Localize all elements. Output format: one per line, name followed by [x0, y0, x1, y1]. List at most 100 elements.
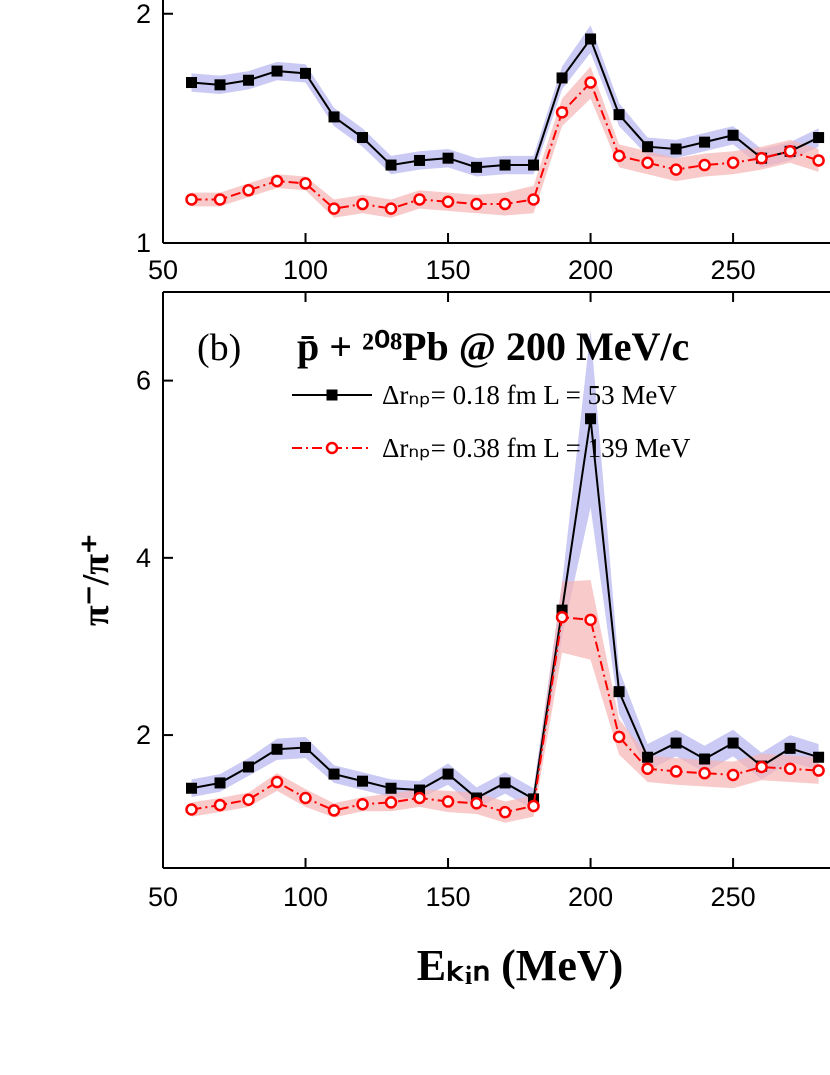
marker	[213, 193, 227, 206]
marker	[698, 766, 711, 780]
marker	[442, 152, 454, 164]
series-line	[191, 36, 820, 169]
marker	[498, 197, 512, 211]
marker	[642, 751, 654, 763]
marker	[527, 799, 540, 813]
y-axis-label: π⁻/π⁺	[75, 534, 117, 626]
marker	[470, 197, 483, 211]
marker	[271, 743, 283, 755]
marker	[243, 74, 255, 86]
marker	[699, 136, 711, 148]
x-tick-label: 100	[283, 255, 328, 285]
marker	[413, 193, 426, 206]
x-tick-label: 150	[426, 882, 471, 912]
marker	[271, 65, 283, 77]
marker	[727, 129, 739, 141]
marker	[498, 805, 512, 819]
marker	[528, 793, 540, 805]
marker	[299, 791, 312, 805]
marker	[385, 159, 397, 171]
marker	[783, 762, 797, 776]
marker	[356, 797, 369, 811]
marker	[612, 149, 626, 163]
x-axis-label: Eₖᵢₙ (MeV)	[417, 941, 624, 990]
y-tick-label: 6	[136, 366, 151, 396]
marker	[612, 730, 626, 744]
y-tick-label: 4	[136, 543, 151, 573]
marker	[755, 760, 768, 774]
marker	[812, 764, 825, 777]
marker	[670, 143, 682, 155]
marker	[270, 174, 284, 188]
legend-label: Δrₙₚ= 0.38 fm L = 139 MeV	[382, 433, 691, 463]
marker	[670, 737, 682, 749]
marker	[270, 775, 284, 789]
x-tick-label: 200	[568, 882, 613, 912]
marker	[471, 161, 483, 173]
panel-label: (b)	[197, 327, 241, 369]
x-tick-label: 150	[426, 255, 471, 285]
marker	[613, 686, 625, 698]
marker	[357, 775, 369, 787]
marker	[527, 193, 540, 206]
marker	[385, 782, 397, 794]
marker	[499, 159, 511, 171]
marker	[300, 67, 312, 79]
marker	[813, 751, 825, 763]
marker	[585, 413, 597, 425]
marker	[783, 145, 797, 158]
marker	[584, 613, 597, 627]
marker	[328, 768, 340, 780]
marker	[213, 798, 227, 812]
y-tick-label: 2	[136, 0, 151, 29]
marker	[300, 741, 312, 753]
marker	[185, 803, 198, 816]
x-tick-label: 100	[283, 882, 328, 912]
marker	[726, 768, 740, 782]
marker	[243, 761, 255, 773]
chart-title: p̄ + ²⁰⁸Pb @ 200 MeV/c	[297, 324, 689, 369]
marker	[755, 151, 768, 165]
marker	[214, 79, 226, 91]
marker	[356, 197, 369, 211]
marker	[669, 765, 683, 778]
marker	[556, 604, 568, 616]
marker	[414, 784, 426, 796]
y-tick-label: 1	[136, 228, 151, 258]
x-tick-label: 50	[148, 255, 178, 285]
x-tick-label: 250	[711, 255, 756, 285]
marker	[584, 76, 597, 89]
marker	[441, 195, 455, 208]
marker	[185, 193, 198, 206]
marker	[642, 141, 654, 153]
marker	[441, 795, 455, 808]
marker	[726, 156, 740, 170]
marker	[242, 184, 255, 197]
marker	[641, 762, 654, 776]
marker	[613, 109, 625, 121]
marker	[528, 159, 540, 171]
marker	[384, 796, 398, 809]
marker	[414, 154, 426, 166]
marker	[470, 797, 483, 810]
error-band	[191, 25, 819, 177]
legend-marker	[325, 441, 339, 455]
error-band	[191, 580, 819, 823]
marker	[585, 33, 597, 45]
legend-marker	[326, 389, 338, 401]
marker	[699, 753, 711, 765]
marker	[242, 793, 255, 807]
marker	[641, 156, 654, 170]
marker	[555, 610, 569, 624]
marker	[357, 132, 369, 144]
marker	[812, 154, 825, 167]
marker	[727, 737, 739, 749]
marker	[669, 163, 683, 176]
marker	[499, 777, 511, 789]
marker	[442, 768, 454, 780]
marker	[813, 132, 825, 144]
marker	[556, 72, 568, 84]
marker	[214, 777, 226, 789]
marker	[698, 158, 711, 172]
